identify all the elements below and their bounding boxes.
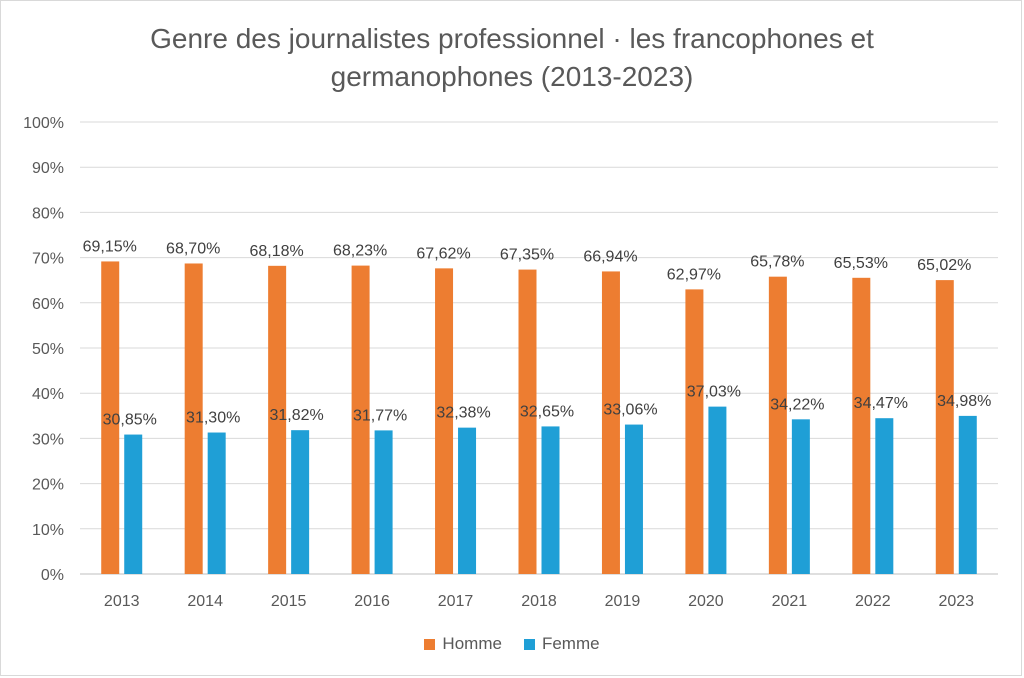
data-label: 65,78% (750, 254, 804, 271)
y-tick-label: 100% (23, 115, 64, 132)
bar-homme (852, 277, 871, 574)
data-label: 37,03% (687, 384, 741, 401)
x-tick-label: 2014 (187, 593, 223, 610)
data-label: 68,23% (333, 243, 387, 260)
y-tick-label: 40% (32, 386, 64, 403)
bar-homme (268, 265, 287, 574)
bar-femme (708, 406, 727, 574)
bar-homme (685, 289, 704, 574)
bar-femme (791, 419, 810, 574)
bar-femme (207, 432, 226, 574)
y-tick-label: 50% (32, 341, 64, 358)
y-tick-label: 60% (32, 296, 64, 313)
bar-femme (374, 430, 393, 574)
bar-femme (624, 424, 643, 574)
data-label: 67,62% (416, 245, 470, 262)
bar-femme (458, 427, 477, 574)
y-tick-label: 0% (41, 567, 64, 584)
x-tick-label: 2013 (104, 593, 140, 610)
data-label: 69,15% (83, 238, 137, 255)
chart-title-line1: Genre des journalistes professionnel · l… (150, 23, 874, 54)
bar-homme (184, 263, 203, 574)
data-label: 33,06% (603, 402, 657, 419)
data-label: 34,98% (937, 393, 991, 410)
bar-homme (101, 261, 120, 574)
x-tick-label: 2017 (438, 593, 474, 610)
data-label: 66,94% (583, 248, 637, 265)
data-label: 34,47% (854, 395, 908, 412)
bar-homme (435, 268, 454, 574)
x-tick-label: 2022 (855, 593, 891, 610)
x-tick-label: 2016 (354, 593, 390, 610)
data-label: 65,53% (834, 255, 888, 272)
legend-swatch-femme (523, 638, 535, 650)
y-tick-label: 10% (32, 522, 64, 539)
bar-femme (541, 426, 560, 574)
data-label: 65,02% (917, 257, 971, 274)
data-label: 31,77% (353, 407, 407, 424)
data-label: 31,82% (270, 407, 324, 424)
data-label: 68,18% (250, 243, 304, 260)
legend-label-femme: Femme (541, 634, 600, 653)
bar-femme (124, 434, 143, 574)
data-label: 67,35% (500, 247, 554, 264)
bar-homme (351, 265, 370, 574)
data-label: 68,70% (166, 240, 220, 257)
y-tick-label: 70% (32, 251, 64, 268)
legend-swatch-homme (424, 638, 436, 650)
bar-homme (518, 269, 537, 574)
legend-label-homme: Homme (442, 634, 502, 653)
y-tick-label: 90% (32, 160, 64, 177)
data-label: 34,22% (770, 396, 824, 413)
x-tick-label: 2019 (605, 593, 641, 610)
data-label: 31,30% (186, 410, 240, 427)
chart-title-line2: germanophones (2013-2023) (330, 61, 694, 92)
y-tick-label: 80% (32, 205, 64, 222)
x-tick-label: 2023 (938, 593, 974, 610)
legend-item-femme: Femme (523, 634, 600, 654)
data-label: 32,38% (436, 405, 490, 422)
y-tick-label: 30% (32, 431, 64, 448)
legend: Homme Femme (0, 634, 1024, 654)
bar-femme (291, 430, 310, 574)
legend-item-homme: Homme (424, 634, 502, 654)
data-label: 32,65% (520, 403, 574, 420)
bar-femme (958, 415, 977, 574)
x-tick-label: 2015 (271, 593, 307, 610)
x-tick-label: 2018 (521, 593, 557, 610)
y-tick-label: 20% (32, 477, 64, 494)
bar-homme (768, 276, 787, 574)
x-tick-label: 2020 (688, 593, 724, 610)
bar-femme (875, 418, 894, 574)
bar-homme (601, 271, 620, 574)
data-label: 30,85% (103, 412, 157, 429)
data-label: 62,97% (667, 266, 721, 283)
x-tick-label: 2021 (772, 593, 808, 610)
bar-homme (935, 280, 954, 574)
